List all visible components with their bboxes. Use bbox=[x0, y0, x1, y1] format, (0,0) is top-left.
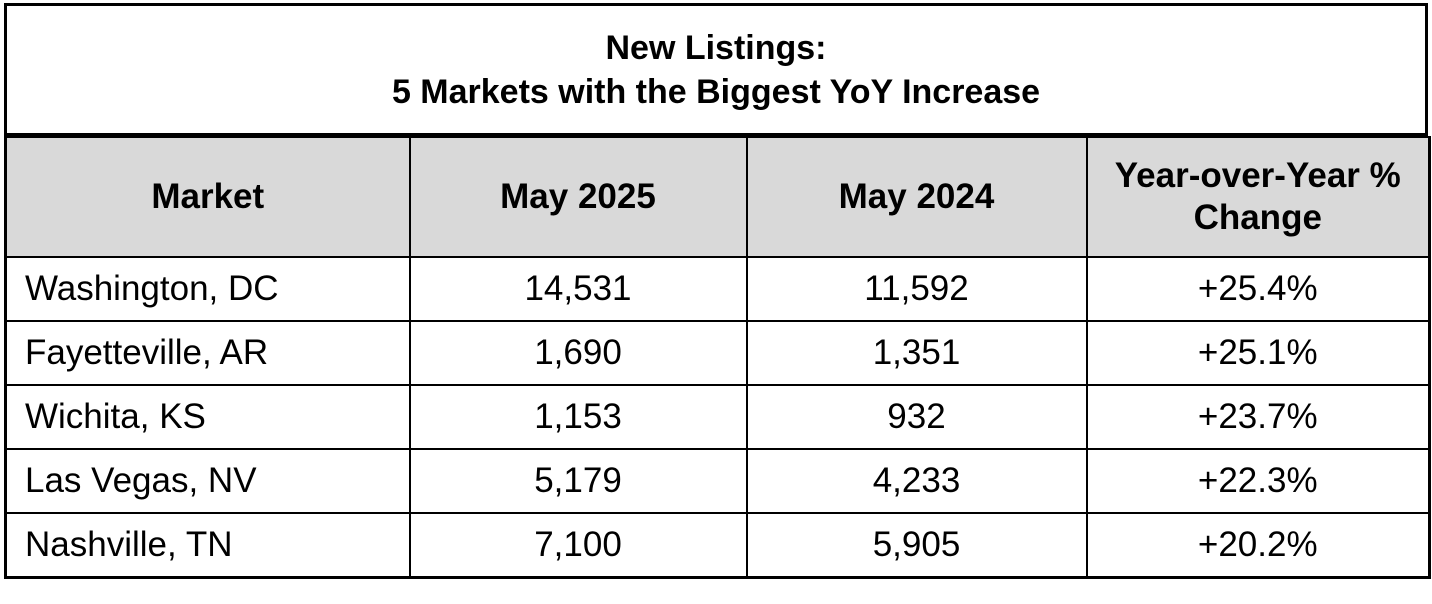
column-header: May 2024 bbox=[745, 136, 1088, 258]
value-cell: +25.1% bbox=[1085, 320, 1431, 386]
value-cell: 5,905 bbox=[745, 512, 1088, 579]
title-line: 5 Markets with the Biggest YoY Increase bbox=[391, 72, 1041, 111]
table-container: New Listings: 5 Markets with the Biggest… bbox=[4, 3, 1431, 579]
table-row: Washington, DC 14,531 11,592 +25.4% bbox=[4, 256, 1431, 322]
value-cell: +23.7% bbox=[1085, 384, 1431, 450]
value-cell: 1,351 bbox=[745, 320, 1088, 386]
title-line: New Listings: bbox=[605, 28, 827, 67]
value-cell: 1,690 bbox=[408, 320, 748, 386]
table-body: Washington, DC 14,531 11,592 +25.4% Fayettev… bbox=[4, 256, 1431, 579]
column-header: Market bbox=[4, 136, 411, 258]
value-cell: 5,179 bbox=[408, 448, 748, 514]
value-cell: 1,153 bbox=[408, 384, 748, 450]
value-cell: +25.4% bbox=[1085, 256, 1431, 322]
table-row: Fayetteville, AR 1,690 1,351 +25.1% bbox=[4, 320, 1431, 386]
table-row: Nashville, TN 7,100 5,905 +20.2% bbox=[4, 512, 1431, 579]
value-cell: 7,100 bbox=[408, 512, 748, 579]
market-cell: Wichita, KS bbox=[4, 384, 411, 450]
market-cell: Nashville, TN bbox=[4, 512, 411, 579]
market-cell: Las Vegas, NV bbox=[4, 448, 411, 514]
market-cell: Fayetteville, AR bbox=[4, 320, 411, 386]
table-row: Wichita, KS 1,153 932 +23.7% bbox=[4, 384, 1431, 450]
value-cell: +22.3% bbox=[1085, 448, 1431, 514]
column-header: May 2025 bbox=[408, 136, 748, 258]
column-header: Year-over-Year % Change bbox=[1085, 136, 1431, 258]
value-cell: 14,531 bbox=[408, 256, 748, 322]
market-cell: Washington, DC bbox=[4, 256, 411, 322]
title-box: New Listings: 5 Markets with the Biggest… bbox=[4, 3, 1428, 136]
header-row: Market May 2025 May 2024 Year-over-Year % C… bbox=[4, 136, 1431, 258]
table-row: Las Vegas, NV 5,179 4,233 +22.3% bbox=[4, 448, 1431, 514]
value-cell: 4,233 bbox=[745, 448, 1088, 514]
value-cell: +20.2% bbox=[1085, 512, 1431, 579]
data-table: Market May 2025 May 2024 Year-over-Year % C… bbox=[4, 136, 1431, 579]
value-cell: 932 bbox=[745, 384, 1088, 450]
value-cell: 11,592 bbox=[745, 256, 1088, 322]
